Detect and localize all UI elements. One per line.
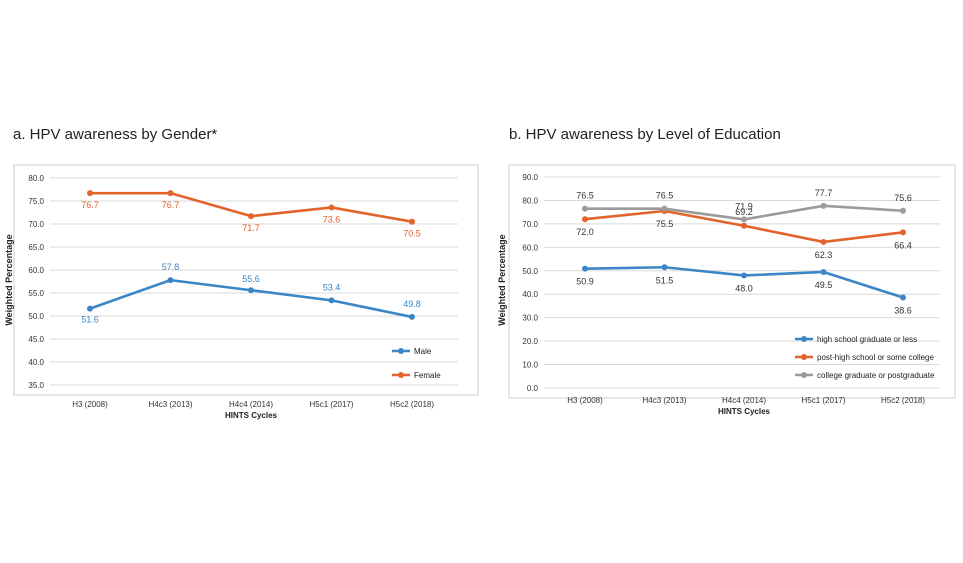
chart-a-y-tick-label: 75.0 xyxy=(28,197,44,206)
chart-b-y-tick-label: 60.0 xyxy=(522,243,538,252)
chart-b-title: b. HPV awareness by Level of Education xyxy=(509,126,781,143)
chart-a-x-tick-label: H4c3 (2013) xyxy=(148,400,192,409)
chart-b-data-point xyxy=(900,294,906,301)
chart-a-data-label: 55.6 xyxy=(242,274,260,284)
chart-b-data-point xyxy=(741,272,747,279)
chart-a-y-tick-label: 35.0 xyxy=(28,381,44,390)
chart-a-y-tick-label: 50.0 xyxy=(28,312,44,321)
chart-a-data-label: 76.7 xyxy=(162,200,180,210)
chart-b-y-tick-label: 50.0 xyxy=(522,267,538,276)
chart-b-data-label: 72.0 xyxy=(576,227,594,237)
chart-b-legend-marker xyxy=(801,372,807,378)
chart-b-data-label: 38.6 xyxy=(894,306,912,316)
chart-b-data-point xyxy=(820,238,827,245)
chart-b-data-label: 71.9 xyxy=(735,201,753,211)
chart-a-data-point xyxy=(409,218,415,225)
chart-b-legend-label: college graduate or postgraduate xyxy=(817,371,935,380)
chart-b-data-label: 76.5 xyxy=(656,191,674,201)
chart-b-frame xyxy=(508,164,956,399)
chart-a-data-point xyxy=(409,313,415,320)
chart-a-y-tick-label: 60.0 xyxy=(28,266,44,275)
chart-b-data-label: 62.3 xyxy=(815,250,833,260)
chart-a-data-point xyxy=(328,297,335,304)
chart-b-data-point xyxy=(820,268,827,275)
chart-a-y-tick-label: 80.0 xyxy=(28,174,44,183)
chart-a-data-point xyxy=(248,287,254,294)
chart-b-x-axis-title: HINTS Cycles xyxy=(718,407,771,416)
chart-a-y-tick-label: 45.0 xyxy=(28,335,44,344)
chart-a-data-label: 70.5 xyxy=(403,229,421,239)
chart-b-data-label: 51.5 xyxy=(656,275,674,285)
chart-a-data-point xyxy=(87,305,93,312)
chart-b-data-point xyxy=(741,216,747,223)
chart-a-legend-label: Female xyxy=(414,371,441,380)
chart-b-data-label: 75.6 xyxy=(894,193,912,203)
chart-b-data-point xyxy=(582,216,588,223)
chart-b-y-tick-label: 40.0 xyxy=(522,290,538,299)
chart-b-data-point xyxy=(661,205,668,212)
chart-a-data-label: 73.6 xyxy=(323,214,341,224)
chart-a-data-point xyxy=(87,190,93,197)
chart-a-legend-label: Male xyxy=(414,347,432,356)
chart-a-data-label: 71.7 xyxy=(242,223,260,233)
chart-b-data-point xyxy=(741,222,747,229)
chart-b-y-tick-label: 10.0 xyxy=(522,361,538,370)
chart-b-y-tick-label: 90.0 xyxy=(522,173,538,182)
chart-a-data-point xyxy=(248,213,254,220)
chart-b-y-tick-label: 0.0 xyxy=(527,384,539,393)
chart-b-x-tick-label: H4c3 (2013) xyxy=(642,396,686,405)
chart-b-data-label: 66.4 xyxy=(894,240,912,250)
chart-b-y-tick-label: 70.0 xyxy=(522,220,538,229)
chart-a-data-label: 76.7 xyxy=(81,200,99,210)
chart-a-x-tick-label: H5c1 (2017) xyxy=(309,400,353,409)
chart-a-data-label: 51.6 xyxy=(81,315,99,325)
chart-a-x-axis-title: HINTS Cycles xyxy=(225,411,278,420)
chart-b-data-label: 75.5 xyxy=(656,219,674,229)
chart-b-legend-label: high school graduate or less xyxy=(817,335,917,344)
chart-b-legend-marker xyxy=(801,354,807,360)
chart-a-y-tick-label: 55.0 xyxy=(28,289,44,298)
chart-a-data-label: 53.4 xyxy=(323,282,341,292)
chart-b-y-tick-label: 20.0 xyxy=(522,337,538,346)
chart-a-title: a. HPV awareness by Gender* xyxy=(13,126,218,143)
chart-b-data-point xyxy=(900,207,906,214)
chart-a-data-point xyxy=(167,190,174,197)
chart-a-data-point xyxy=(167,277,174,284)
chart-a-y-tick-label: 65.0 xyxy=(28,243,44,252)
chart-a-y-axis-title: Weighted Percentage xyxy=(4,234,14,325)
chart-b-y-tick-label: 30.0 xyxy=(522,314,538,323)
chart-a-frame xyxy=(13,164,479,396)
chart-b-x-tick-label: H3 (2008) xyxy=(567,396,603,405)
chart-b-x-tick-label: H5c2 (2018) xyxy=(881,396,925,405)
chart-b-data-label: 69.2 xyxy=(735,207,753,217)
chart-b-x-tick-label: H4c4 (2014) xyxy=(722,396,766,405)
chart-b-legend-marker xyxy=(801,336,807,342)
chart-b-data-point xyxy=(900,229,906,236)
chart-b-x-tick-label: H5c1 (2017) xyxy=(801,396,845,405)
chart-a-data-label: 57.8 xyxy=(162,262,180,272)
chart-b-data-point xyxy=(582,205,588,212)
chart-b-data-point xyxy=(582,265,588,272)
chart-a-legend-marker xyxy=(398,372,404,378)
chart-b-data-label: 76.5 xyxy=(576,191,594,201)
chart-b-data-point xyxy=(820,202,827,209)
chart-b-data-label: 48.0 xyxy=(735,283,753,293)
chart-a-data-point xyxy=(328,204,335,211)
chart-a-y-tick-label: 70.0 xyxy=(28,220,44,229)
chart-b-y-tick-label: 80.0 xyxy=(522,196,538,205)
chart-a-x-tick-label: H5c2 (2018) xyxy=(390,400,434,409)
chart-b-legend-label: post-high school or some college xyxy=(817,353,935,362)
chart-a-x-tick-label: H3 (2008) xyxy=(72,400,108,409)
chart-b-data-label: 77.7 xyxy=(815,188,833,198)
chart-a-x-tick-label: H4c4 (2014) xyxy=(229,400,273,409)
chart-b-data-point xyxy=(661,264,668,271)
chart-a-series-line-0 xyxy=(89,278,413,319)
chart-b-y-axis-title: Weighted Percentage xyxy=(497,234,507,325)
chart-a-legend-marker xyxy=(398,348,404,354)
chart-a-y-tick-label: 40.0 xyxy=(28,358,44,367)
chart-b-data-label: 50.9 xyxy=(576,277,594,287)
chart-b-data-label: 49.5 xyxy=(815,280,833,290)
chart-a-data-label: 49.8 xyxy=(403,299,421,309)
